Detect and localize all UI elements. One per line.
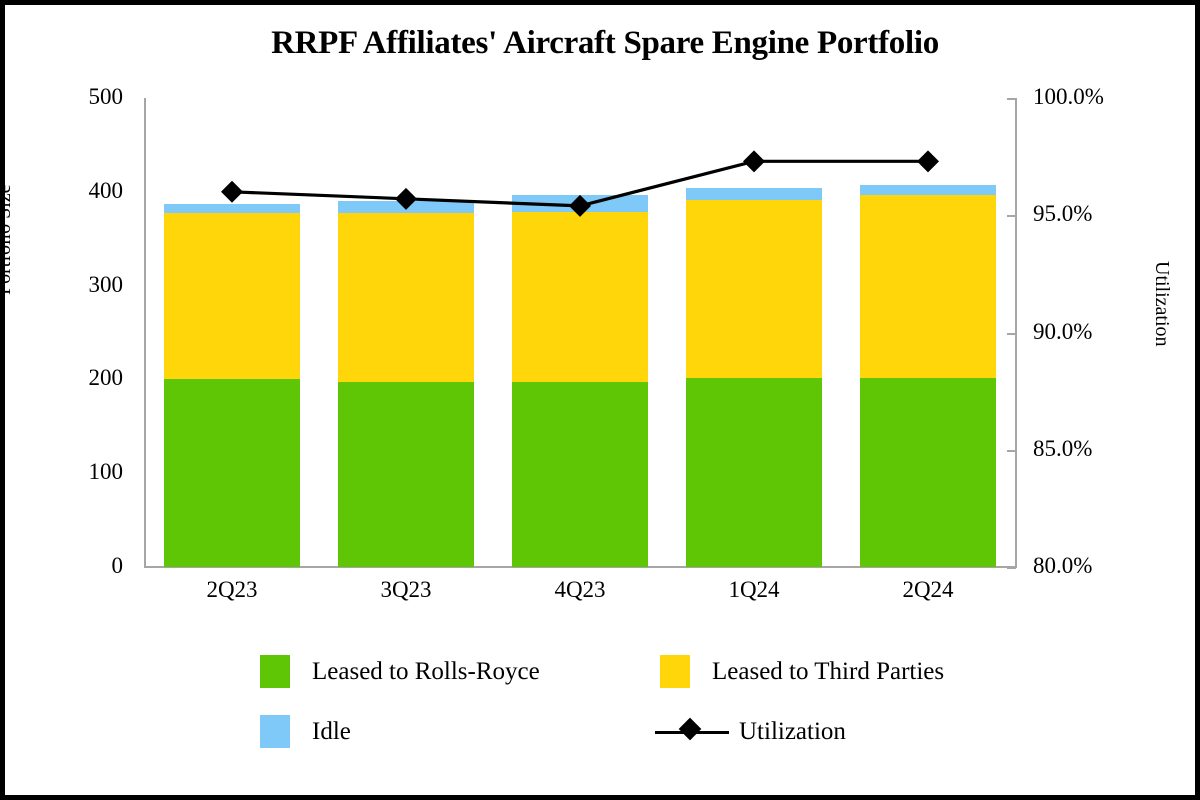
y-axis-tick-label-left: 0 <box>111 553 124 578</box>
y-axis-tick-mark-right <box>1007 215 1016 218</box>
bar-stack[interactable] <box>512 98 648 567</box>
bar-segment[interactable] <box>860 377 996 567</box>
bar-segment[interactable] <box>686 188 822 201</box>
legend-item-leased-to-rolls-royce[interactable]: Leased to Rolls-Royce <box>260 655 540 688</box>
utilization-marker-diamond-icon[interactable] <box>917 150 939 173</box>
y-axis-tick-label-right: 90.0% <box>1033 318 1093 344</box>
y-axis-tick-mark-right <box>1007 449 1016 452</box>
bar-segment[interactable] <box>338 382 474 567</box>
bar-segment[interactable] <box>686 377 822 567</box>
bar-segment[interactable] <box>860 194 996 378</box>
y-axis-line-left <box>144 98 146 568</box>
x-axis-tick-label: 2Q24 <box>902 577 954 602</box>
y-axis-tick-mark-right <box>1007 332 1016 335</box>
bar-segment[interactable] <box>512 382 648 567</box>
y-axis-tick-label-left: 500 <box>88 84 124 109</box>
bar-segment[interactable] <box>860 185 996 195</box>
y-axis-tick-mark-right <box>1007 567 1016 569</box>
y-axis-tick-label-right: 80.0% <box>1033 553 1093 578</box>
legend-item-leased-to-third-parties[interactable]: Leased to Third Parties <box>660 655 944 688</box>
y-axis-tick-label-left: 400 <box>88 177 124 203</box>
plot-area <box>145 98 1015 567</box>
bar-segment[interactable] <box>338 213 474 383</box>
legend-item-utilization[interactable]: Utilization <box>655 715 846 748</box>
y-axis-tick-label-right: 100.0% <box>1033 84 1104 109</box>
y-axis-tick-mark-right <box>1007 98 1016 100</box>
utilization-marker-diamond-icon[interactable] <box>395 187 417 210</box>
x-axis-tick-label: 1Q24 <box>728 577 780 602</box>
legend-line-diamond-icon <box>655 715 729 748</box>
bar-stack[interactable] <box>164 98 300 567</box>
y-axis-line-right <box>1015 98 1017 568</box>
utilization-marker-diamond-icon[interactable] <box>743 150 765 173</box>
legend-label-utilization: Utilization <box>739 717 846 745</box>
legend-row-2: Idle Utilization <box>260 715 1020 775</box>
y-axis-label-right: Utilization <box>1151 261 1173 347</box>
legend-label-leased-to-third-parties: Leased to Third Parties <box>712 657 945 685</box>
legend-label-idle: Idle <box>312 717 351 745</box>
utilization-marker-diamond-icon[interactable] <box>221 180 243 203</box>
y-axis-tick-label-right: 95.0% <box>1033 201 1093 227</box>
bar-stack[interactable] <box>338 98 474 567</box>
y-axis-label-left: Portfolio Size <box>0 184 15 295</box>
y-axis-tick-label-left: 300 <box>88 271 124 297</box>
bar-segment[interactable] <box>164 204 300 214</box>
y-axis-tick-label-left: 200 <box>88 365 124 391</box>
bar-stack[interactable] <box>860 98 996 567</box>
legend-item-idle[interactable]: Idle <box>260 715 351 748</box>
legend-label-leased-to-rolls-royce: Leased to Rolls-Royce <box>312 657 540 685</box>
bar-segment[interactable] <box>164 213 300 380</box>
bar-segment[interactable] <box>686 200 822 378</box>
legend-row-1: Leased to Rolls-Royce Leased to Third Pa… <box>260 655 1020 715</box>
bar-stack[interactable] <box>686 98 822 567</box>
x-axis-tick-label: 2Q23 <box>206 577 258 602</box>
x-axis-tick-label: 4Q23 <box>554 577 606 602</box>
chart-title: RRPF Affiliates' Aircraft Spare Engine P… <box>271 25 939 61</box>
y-axis-tick-label-right: 85.0% <box>1033 435 1093 461</box>
legend-swatch-yellow-icon <box>660 655 690 688</box>
bar-segment[interactable] <box>164 379 300 567</box>
x-axis-line <box>144 566 1016 568</box>
legend-swatch-green-icon <box>260 655 290 688</box>
utilization-marker-diamond-icon[interactable] <box>569 194 591 217</box>
utilization-line-series <box>221 150 939 217</box>
legend-swatch-blue-icon <box>260 715 290 748</box>
x-axis-tick-label: 3Q23 <box>380 577 432 602</box>
chart-legend: Leased to Rolls-Royce Leased to Third Pa… <box>260 655 1020 775</box>
y-axis-tick-label-left: 100 <box>88 459 124 485</box>
bar-segment[interactable] <box>512 212 648 383</box>
